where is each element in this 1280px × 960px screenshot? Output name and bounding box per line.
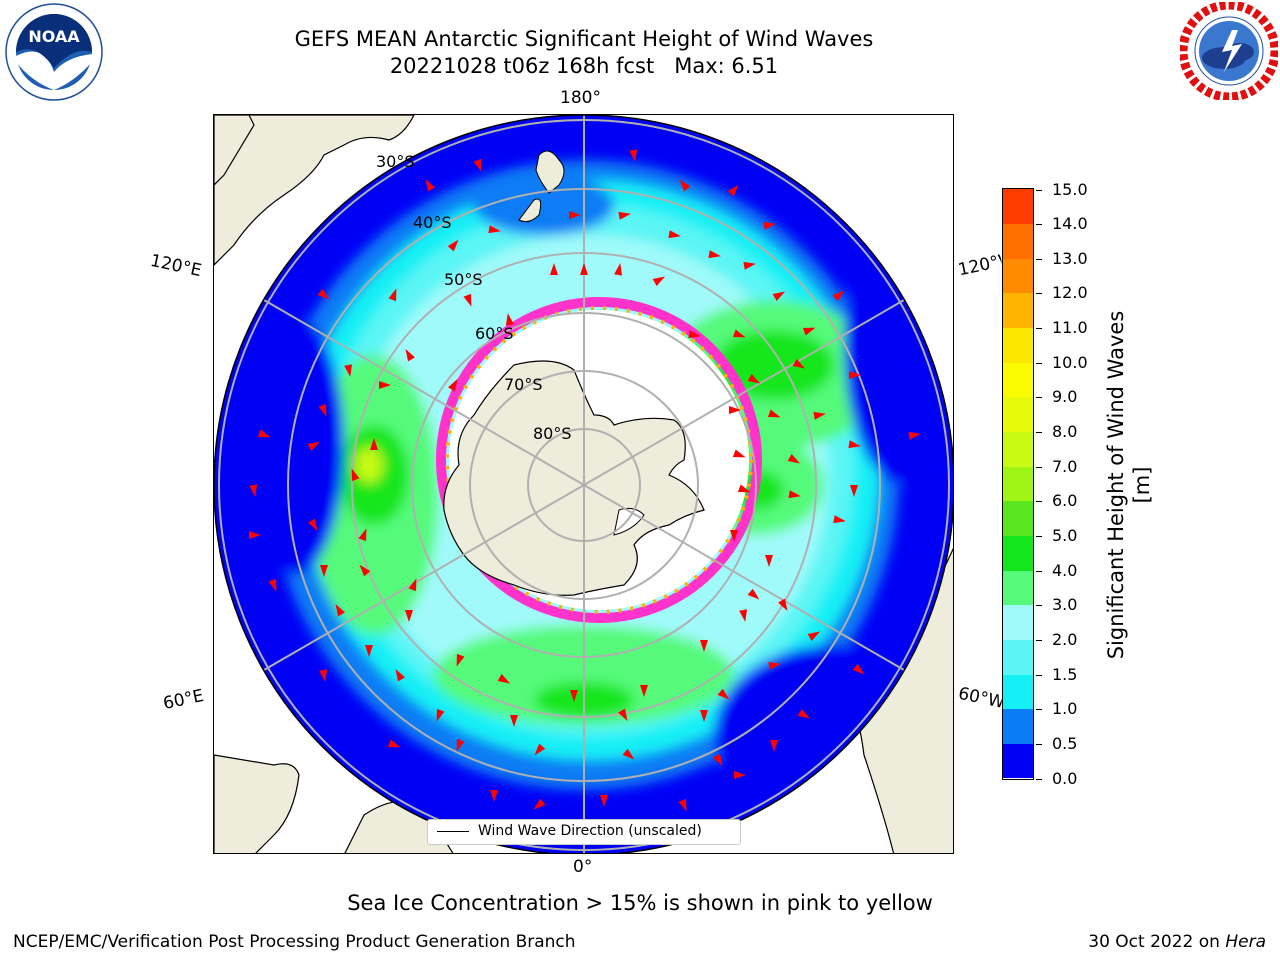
colorbar-tick bbox=[1036, 743, 1042, 745]
colorbar-tick-label: 0.5 bbox=[1052, 733, 1078, 753]
colorbar-tick-label: 3.0 bbox=[1052, 595, 1078, 615]
lon-label-180: 180° bbox=[560, 88, 601, 108]
colorbar bbox=[1002, 188, 1034, 780]
legend-label: Wind Wave Direction (unscaled) bbox=[478, 823, 702, 839]
colorbar-segment bbox=[1003, 327, 1033, 363]
colorbar-segment bbox=[1003, 396, 1033, 433]
colorbar-segment bbox=[1003, 258, 1033, 294]
colorbar-segment bbox=[1003, 431, 1033, 467]
lon-label-120w: 120°W bbox=[956, 251, 1004, 281]
colorbar-segment bbox=[1003, 570, 1033, 606]
colorbar-tick-label: 15.0 bbox=[1052, 179, 1088, 199]
colorbar-segment bbox=[1003, 708, 1033, 744]
colorbar-tick bbox=[1036, 639, 1042, 641]
colorbar-segment bbox=[1003, 223, 1033, 259]
australia-land bbox=[214, 115, 255, 186]
colorbar-tick-label: 4.0 bbox=[1052, 560, 1078, 580]
nws-logo bbox=[1178, 0, 1280, 102]
chart-subtitle: 20221028 t06z 168h fcst Max: 6.51 bbox=[389, 54, 779, 78]
colorbar-segment bbox=[1003, 500, 1033, 536]
africa-land bbox=[214, 754, 300, 853]
colorbar-tick-label: 8.0 bbox=[1052, 422, 1078, 442]
footer-date: 30 Oct 2022 on Hera bbox=[1088, 932, 1266, 952]
footer-producer: NCEP/EMC/Verification Post Processing Pr… bbox=[13, 932, 576, 952]
new-zealand-land bbox=[518, 150, 565, 223]
australia-land bbox=[214, 115, 415, 266]
colorbar-tick bbox=[1036, 293, 1042, 295]
map-legend: Wind Wave Direction (unscaled) bbox=[427, 819, 741, 845]
colorbar-tick bbox=[1036, 466, 1042, 468]
colorbar-tick bbox=[1036, 605, 1042, 607]
polar-map bbox=[213, 114, 954, 854]
sea-ice-edge bbox=[436, 297, 762, 623]
colorbar-segment bbox=[1003, 674, 1033, 710]
colorbar-segment bbox=[1003, 362, 1033, 398]
lat-label-40s: 40°S bbox=[413, 213, 452, 232]
footer-machine: Hera bbox=[1225, 932, 1266, 952]
colorbar-tick bbox=[1036, 709, 1042, 711]
colorbar-segment bbox=[1003, 743, 1033, 779]
colorbar-tick bbox=[1036, 258, 1042, 260]
graticule bbox=[218, 115, 950, 853]
lon-label-60e: 60°E bbox=[161, 685, 206, 715]
lat-label-70s: 70°S bbox=[504, 375, 543, 394]
lon-label-0: 0° bbox=[573, 857, 593, 877]
colorbar-segment bbox=[1003, 604, 1033, 640]
lat-label-30s: 30°S bbox=[376, 152, 415, 171]
sea-ice-caption: Sea Ice Concentration > 15% is shown in … bbox=[347, 891, 933, 915]
colorbar-tick bbox=[1036, 224, 1042, 226]
colorbar-tick-label: 13.0 bbox=[1052, 248, 1088, 268]
lat-label-60s: 60°S bbox=[475, 324, 514, 343]
lat-label-80s: 80°S bbox=[533, 424, 572, 443]
colorbar-tick-label: 7.0 bbox=[1052, 456, 1078, 476]
colorbar-tick-label: 5.0 bbox=[1052, 525, 1078, 545]
colorbar-tick-label: 14.0 bbox=[1052, 214, 1088, 234]
colorbar-tick-label: 6.0 bbox=[1052, 491, 1078, 511]
lon-label-120e: 120°E bbox=[148, 250, 204, 282]
colorbar-tick-label: 1.5 bbox=[1052, 664, 1078, 684]
wind-wave-arrows bbox=[249, 149, 921, 812]
lat-label-50s: 50°S bbox=[444, 270, 483, 289]
colorbar-segment bbox=[1003, 535, 1033, 571]
colorbar-label: Significant Height of Wind Waves [m] bbox=[1104, 310, 1154, 660]
colorbar-tick bbox=[1036, 570, 1042, 572]
colorbar-tick bbox=[1036, 362, 1042, 364]
colorbar-tick bbox=[1036, 432, 1042, 434]
noaa-logo: NOAA bbox=[4, 2, 104, 102]
colorbar-tick-label: 9.0 bbox=[1052, 387, 1078, 407]
colorbar-tick-label: 2.0 bbox=[1052, 629, 1078, 649]
colorbar-tick bbox=[1036, 189, 1042, 191]
colorbar-segment bbox=[1003, 292, 1033, 329]
colorbar-segment bbox=[1003, 639, 1033, 675]
footer-date-text: 30 Oct 2022 on bbox=[1088, 932, 1220, 952]
colorbar-tick bbox=[1036, 674, 1042, 676]
colorbar-segment bbox=[1003, 189, 1033, 225]
colorbar-tick bbox=[1036, 328, 1042, 330]
lon-label-60w: 60°W bbox=[956, 683, 1004, 713]
colorbar-tick-label: 1.0 bbox=[1052, 699, 1078, 719]
chart-title: GEFS MEAN Antarctic Significant Height o… bbox=[294, 27, 874, 51]
colorbar-tick bbox=[1036, 778, 1042, 780]
colorbar-tick bbox=[1036, 535, 1042, 537]
noaa-logo-text: NOAA bbox=[28, 27, 80, 46]
colorbar-segment bbox=[1003, 466, 1033, 502]
colorbar-tick bbox=[1036, 501, 1042, 503]
colorbar-tick-label: 10.0 bbox=[1052, 352, 1088, 372]
legend-line-sample bbox=[437, 831, 469, 832]
colorbar-tick bbox=[1036, 397, 1042, 399]
colorbar-tick-label: 0.0 bbox=[1052, 768, 1078, 788]
colorbar-tick-label: 12.0 bbox=[1052, 283, 1088, 303]
colorbar-tick-label: 11.0 bbox=[1052, 318, 1088, 338]
